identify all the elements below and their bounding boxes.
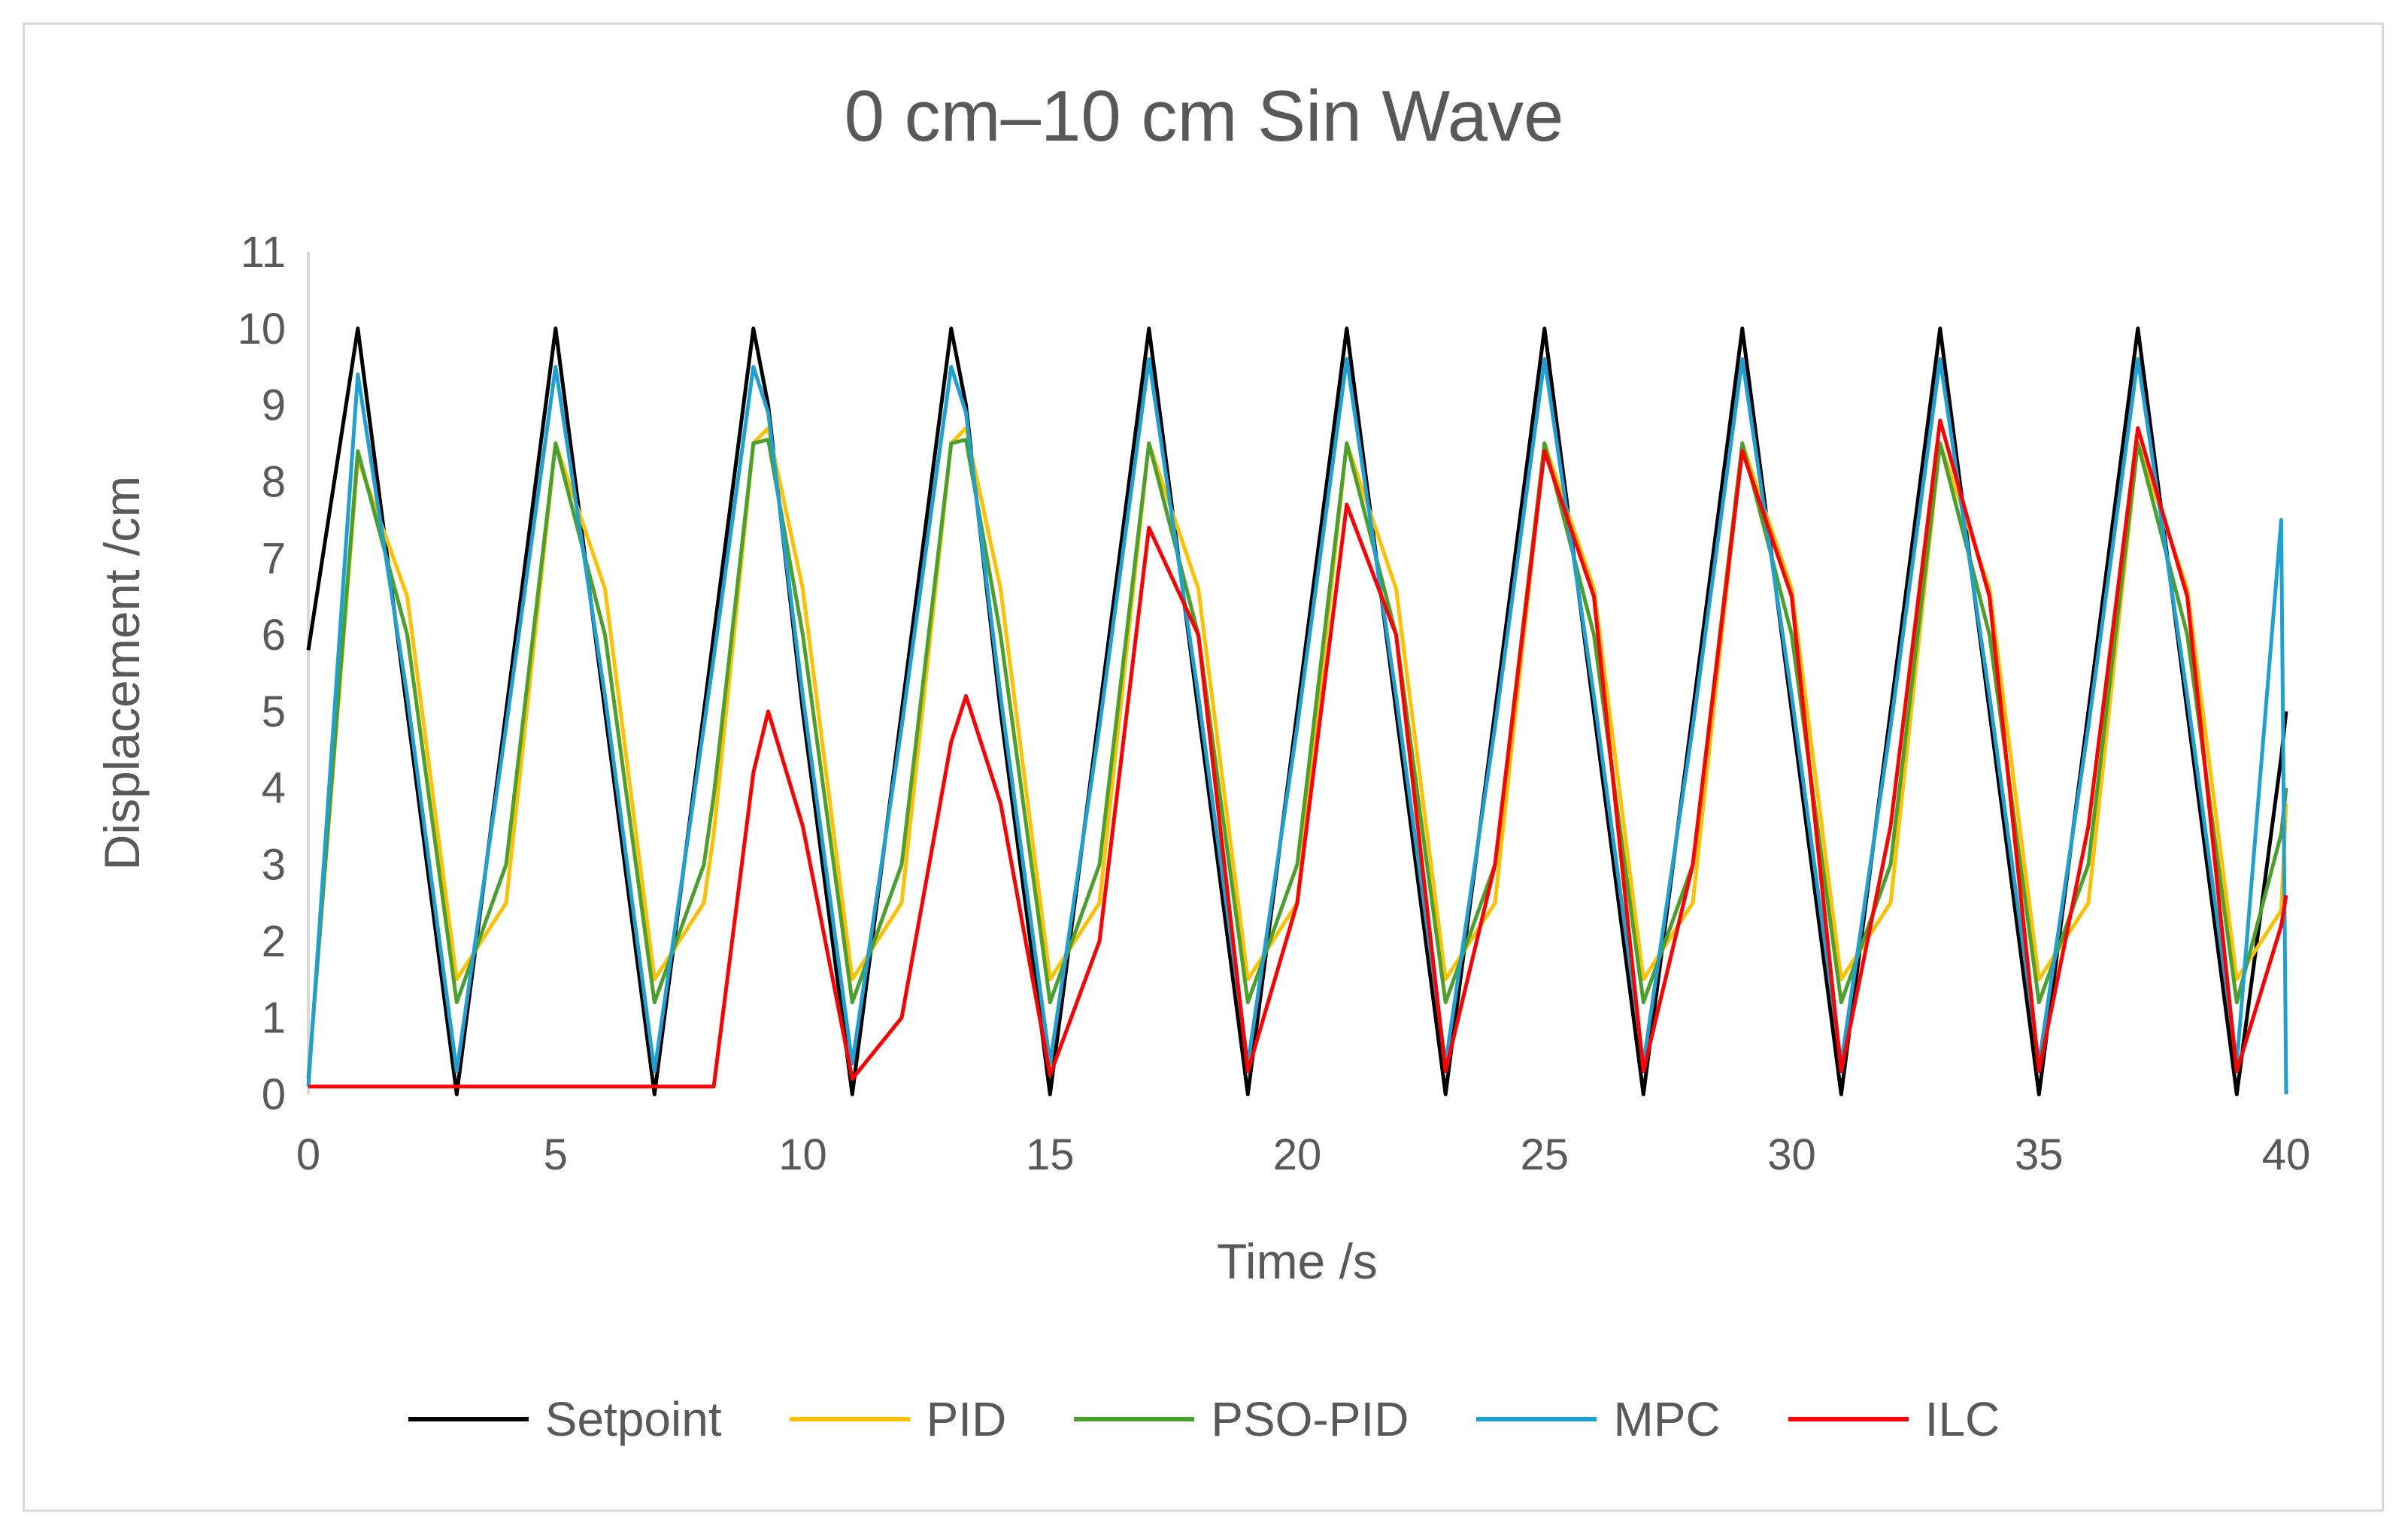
legend-label-mpc: MPC <box>1613 1392 1721 1446</box>
y-axis-ticks: 0 1 2 3 4 5 6 7 8 9 10 11 <box>237 228 286 1119</box>
legend-item-ilc: ILC <box>1788 1391 2000 1447</box>
y-tick-label: 7 <box>262 534 286 583</box>
chart-title: 0 cm–10 cm Sin Wave <box>844 76 1564 156</box>
x-tick-label: 0 <box>296 1130 320 1179</box>
legend-item-pso-pid: PSO-PID <box>1074 1391 1409 1447</box>
y-tick-label: 9 <box>262 381 286 430</box>
y-tick-label: 8 <box>262 457 286 506</box>
y-tick-label: 1 <box>262 993 286 1042</box>
x-tick-label: 35 <box>2015 1130 2064 1179</box>
y-axis-title: Displacement /cm <box>94 476 150 871</box>
legend-item-mpc: MPC <box>1476 1391 1721 1447</box>
legend-label-pid: PID <box>926 1392 1007 1446</box>
legend-swatch-setpoint <box>408 1417 529 1421</box>
legend-label-ilc: ILC <box>1924 1392 2000 1446</box>
y-tick-label: 2 <box>262 917 286 966</box>
y-tick-label: 5 <box>262 687 286 736</box>
y-tick-label: 10 <box>237 305 286 353</box>
x-tick-label: 25 <box>1520 1130 1569 1179</box>
legend-label-setpoint: Setpoint <box>544 1392 722 1446</box>
y-tick-label: 3 <box>262 841 286 890</box>
legend-item-pid: PID <box>789 1391 1007 1447</box>
x-tick-label: 5 <box>544 1130 568 1179</box>
legend: Setpoint PID PSO-PID MPC ILC <box>0 1391 2408 1447</box>
x-axis-ticks: 0 5 10 15 20 25 30 35 40 <box>296 1130 2310 1179</box>
x-tick-label: 30 <box>1767 1130 1816 1179</box>
x-tick-label: 20 <box>1273 1130 1322 1179</box>
series-layer <box>306 326 2288 1097</box>
series-line-mpc <box>306 357 2288 1095</box>
series-line-setpoint <box>306 326 2288 1097</box>
y-tick-label: 0 <box>262 1070 286 1119</box>
x-tick-label: 40 <box>2262 1130 2311 1179</box>
y-tick-label: 11 <box>241 228 286 277</box>
legend-swatch-pid <box>789 1417 910 1421</box>
x-tick-label: 10 <box>778 1130 827 1179</box>
series-line-pso-pid <box>306 438 2288 1079</box>
legend-item-setpoint: Setpoint <box>408 1391 722 1447</box>
x-axis-title: Time /s <box>1217 1233 1378 1289</box>
legend-swatch-pso-pid <box>1074 1417 1195 1421</box>
y-tick-label: 4 <box>262 764 286 813</box>
legend-swatch-ilc <box>1788 1417 1909 1421</box>
series-line-pid <box>306 426 2288 1079</box>
x-tick-label: 15 <box>1026 1130 1075 1179</box>
series-line-ilc <box>308 418 2288 1089</box>
legend-swatch-mpc <box>1476 1417 1597 1421</box>
legend-label-pso-pid: PSO-PID <box>1211 1392 1409 1446</box>
y-tick-label: 6 <box>262 611 286 660</box>
